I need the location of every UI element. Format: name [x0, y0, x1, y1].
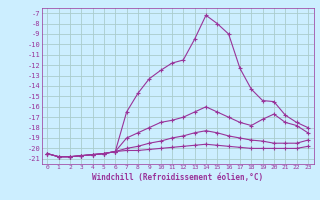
X-axis label: Windchill (Refroidissement éolien,°C): Windchill (Refroidissement éolien,°C) — [92, 173, 263, 182]
